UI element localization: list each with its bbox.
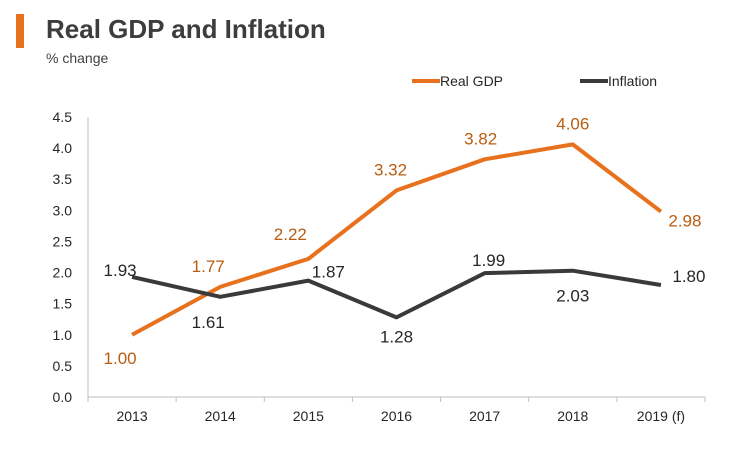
chart-title: Real GDP and Inflation <box>46 14 326 44</box>
y-tick-label: 1.0 <box>53 327 73 343</box>
real-gdp-data-label: 1.77 <box>192 257 225 276</box>
y-tick-label: 3.5 <box>53 171 73 187</box>
y-tick-label: 0.0 <box>53 389 73 405</box>
x-tick-label: 2019 (f) <box>637 408 685 424</box>
inflation-data-label: 1.93 <box>104 261 137 280</box>
x-tick-label: 2015 <box>293 408 324 424</box>
chart-subtitle: % change <box>46 50 109 66</box>
real-gdp-data-label: 2.98 <box>668 212 701 231</box>
x-tick-label: 2018 <box>557 408 588 424</box>
real-gdp-data-label: 3.32 <box>374 160 407 179</box>
x-tick-label: 2013 <box>116 408 147 424</box>
y-tick-label: 1.5 <box>53 296 73 312</box>
inflation-data-label: 1.61 <box>192 313 225 332</box>
x-tick-label: 2014 <box>205 408 236 424</box>
y-tick-label: 2.5 <box>53 233 73 249</box>
real-gdp-data-label: 2.22 <box>274 225 307 244</box>
title-accent-bar <box>16 14 24 48</box>
inflation-data-label: 1.80 <box>672 267 705 286</box>
inflation-data-label: 1.28 <box>380 327 413 346</box>
inflation-data-label: 1.99 <box>472 251 505 270</box>
real-gdp-series-line <box>131 142 663 337</box>
inflation-data-label: 2.03 <box>556 287 589 306</box>
x-tick-label: 2017 <box>469 408 500 424</box>
y-tick-label: 4.0 <box>53 140 73 156</box>
inflation-legend-label: Inflation <box>608 73 657 89</box>
real-gdp-legend-label: Real GDP <box>440 73 503 89</box>
inflation-data-label: 1.87 <box>312 263 345 282</box>
x-tick-label: 2016 <box>381 408 412 424</box>
y-tick-label: 2.0 <box>53 265 73 281</box>
real-gdp-data-label: 4.06 <box>556 114 589 133</box>
real-gdp-data-label: 1.00 <box>104 349 137 368</box>
real-gdp-data-label: 3.82 <box>464 129 497 148</box>
inflation-series-line <box>131 268 662 320</box>
y-tick-label: 0.5 <box>53 358 73 374</box>
y-tick-label: 4.5 <box>53 109 73 125</box>
y-tick-label: 3.0 <box>53 202 73 218</box>
